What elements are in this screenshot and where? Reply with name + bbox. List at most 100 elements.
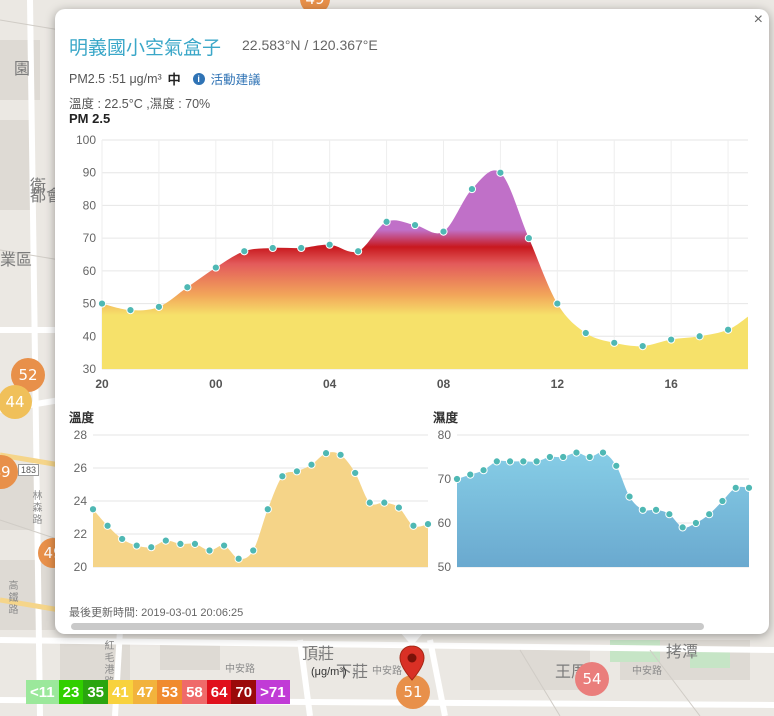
data-point — [234, 554, 243, 563]
humidity-chart-heading: 濕度 — [433, 411, 459, 425]
station-coords: 22.583°N / 120.367°E — [242, 37, 378, 53]
area-fill — [457, 452, 749, 567]
legend-item: 58 — [182, 680, 207, 704]
data-point — [132, 541, 141, 550]
data-point — [572, 448, 581, 457]
data-point — [268, 243, 277, 253]
activity-advice-link[interactable]: 活動建議 — [210, 73, 261, 87]
data-point — [292, 467, 302, 476]
data-point — [88, 505, 98, 514]
legend-item: 23 — [58, 680, 84, 704]
data-point — [545, 452, 555, 462]
data-point — [612, 461, 621, 470]
y-tick-label: 20 — [74, 560, 88, 574]
legend-item: 41 — [108, 680, 133, 704]
data-point — [691, 518, 701, 528]
map-pin-icon[interactable] — [399, 645, 425, 681]
x-tick-label: 16 — [664, 377, 678, 391]
y-tick-label: 60 — [438, 516, 452, 530]
data-point — [176, 539, 185, 549]
legend-item: <11 — [26, 680, 59, 704]
data-point — [452, 474, 462, 484]
sensor-bubble[interactable]: 44 — [0, 385, 32, 419]
area-fill — [102, 170, 748, 369]
map-label: 拷潭 — [666, 642, 699, 661]
data-point — [325, 240, 334, 249]
data-point — [205, 546, 214, 555]
temp-chart-heading: 溫度 — [69, 411, 95, 425]
data-point — [553, 299, 562, 308]
humidity-chart: 50 60 70 80 — [438, 428, 754, 574]
y-tick-label: 24 — [74, 494, 88, 508]
pm25-chart: 30 40 50 60 70 80 90 100 20 00 04 08 12 16 — [76, 134, 748, 391]
pm-level: 中 — [167, 72, 181, 87]
map-label: 中安路 — [372, 666, 402, 677]
data-point — [354, 247, 363, 256]
data-point — [585, 452, 594, 462]
horizontal-scrollbar[interactable] — [71, 623, 704, 630]
y-tick-label: 30 — [83, 362, 97, 376]
y-tick-label: 50 — [83, 297, 97, 311]
last-updated: 最後更新時間: 2019-03-01 20:06:25 — [69, 607, 244, 619]
data-point — [211, 263, 220, 272]
map-label: 紅毛港路 — [102, 640, 113, 688]
area-fill — [93, 452, 428, 567]
info-icon[interactable]: i — [192, 72, 205, 85]
sensor-bubble[interactable]: 49 — [0, 455, 18, 489]
data-point — [731, 483, 740, 492]
close-icon[interactable]: × — [753, 11, 763, 28]
map-label: 業區 — [0, 250, 33, 269]
x-tick-label: 00 — [209, 377, 223, 391]
legend-item: 53 — [157, 680, 183, 704]
data-point — [559, 452, 568, 462]
data-point — [190, 539, 200, 549]
data-point — [240, 247, 249, 256]
data-point — [103, 521, 112, 530]
x-tick-label: 12 — [551, 377, 565, 391]
map-label: 衛 — [30, 176, 47, 195]
data-point — [263, 505, 272, 514]
sensor-popup: × 明義國小空氣盒子 22.583°N / 120.367°E PM2.5 :5… — [55, 9, 769, 634]
data-point — [718, 496, 727, 506]
map-label: 林森路 — [30, 490, 41, 526]
data-point — [423, 520, 433, 529]
data-point — [610, 338, 619, 347]
y-tick-label: 80 — [83, 198, 97, 212]
data-point — [439, 227, 448, 236]
data-point — [505, 457, 515, 466]
data-point — [479, 466, 488, 475]
legend-item: 47 — [132, 680, 158, 704]
data-point — [625, 492, 634, 501]
y-tick-label: 26 — [74, 461, 88, 475]
data-point — [161, 536, 170, 545]
sensor-bubble[interactable]: 54 — [575, 662, 609, 696]
data-point — [695, 332, 704, 341]
data-point — [581, 328, 590, 338]
x-tick-label: 04 — [323, 377, 337, 391]
data-point — [147, 543, 156, 552]
data-point — [532, 457, 541, 466]
data-point — [307, 460, 316, 469]
data-point — [219, 541, 229, 550]
map-label: 高鐵路 — [6, 580, 17, 616]
map-label: 都會 — [30, 186, 63, 205]
map-label: 下莊 — [336, 662, 369, 681]
data-point — [321, 449, 331, 458]
legend-item: 64 — [206, 680, 232, 704]
sensor-bubble-selected[interactable]: 51 — [396, 675, 430, 709]
data-point — [638, 505, 647, 514]
pm-value-text: PM2.5 :51 μg/m³ — [69, 71, 162, 86]
data-point — [336, 450, 345, 459]
data-point — [678, 523, 687, 532]
data-point — [410, 220, 420, 230]
popup-tip — [400, 632, 424, 646]
map-label: 園 — [11, 60, 30, 78]
data-point — [97, 299, 107, 308]
y-tick-label: 60 — [83, 264, 97, 278]
y-tick-label: 40 — [83, 329, 97, 343]
data-point — [665, 510, 674, 519]
temperature-chart: 20 22 24 26 28 — [74, 428, 433, 574]
x-tick-label: 08 — [437, 377, 451, 391]
map-label: 中安路 — [225, 664, 255, 675]
temp-humidity-text: 溫度 : 22.5°C ,濕度 : 70% — [69, 97, 211, 111]
